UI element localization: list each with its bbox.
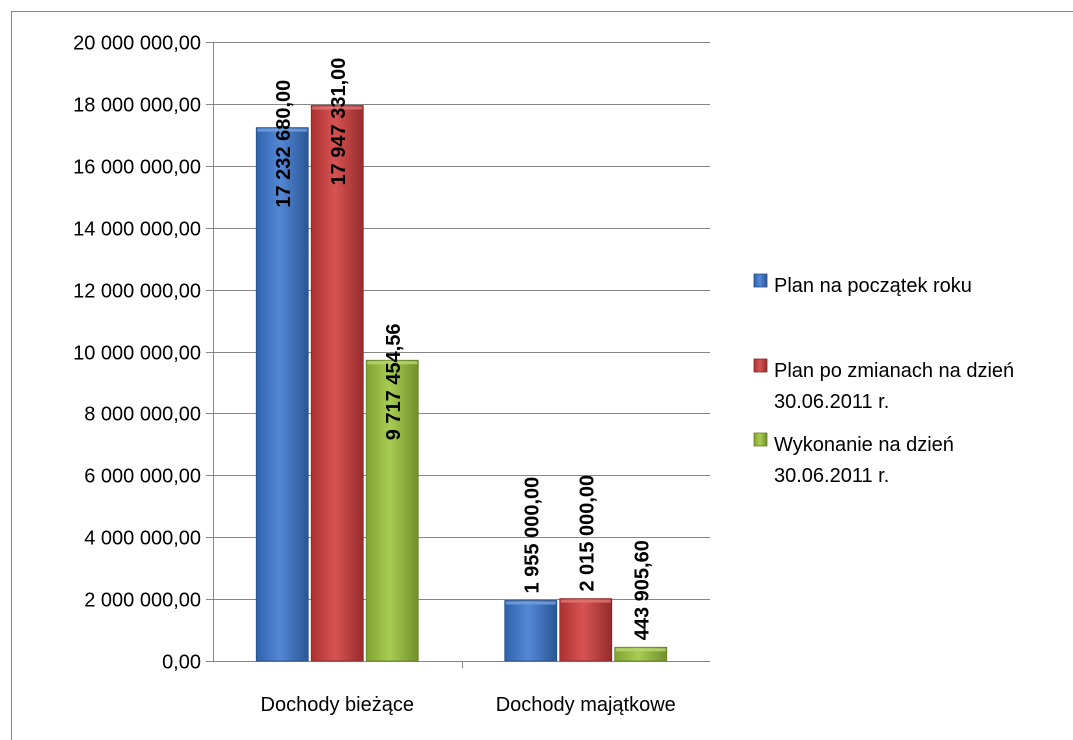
legend-label: Wykonanie na dzień [774,434,954,456]
y-tick-label: 8 000 000,00 [84,404,201,426]
bar [504,600,558,662]
bar-highlight [257,128,308,132]
data-label: 443 905,60 [632,540,654,640]
data-label: 1 955 000,00 [522,477,544,594]
y-tick-label: 2 000 000,00 [84,590,201,612]
bar-highlight [560,599,611,603]
legend-label: 30.06.2011 r. [774,391,889,413]
y-tick-label: 10 000 000,00 [73,343,201,365]
y-tick-label: 18 000 000,00 [73,95,201,117]
bar-highlight [505,601,556,605]
bar [559,598,613,662]
x-tick-label: Dochody majątkowe [496,694,676,716]
bar-highlight [312,106,363,110]
legend-swatch [753,358,768,373]
bar-highlight [367,361,418,365]
legend-label: 30.06.2011 r. [774,465,889,487]
chart-frame [11,11,1073,740]
y-tick-label: 0,00 [162,652,201,674]
y-tick-label: 12 000 000,00 [73,281,201,303]
y-tick-label: 4 000 000,00 [84,528,201,550]
data-label: 2 015 000,00 [577,475,599,592]
bar-highlight [615,648,666,652]
bar [365,359,419,662]
y-tick-label: 6 000 000,00 [84,466,201,488]
y-tick-label: 16 000 000,00 [73,157,201,179]
y-tick-label: 20 000 000,00 [73,33,201,55]
bar [255,127,309,662]
data-label: 17 232 680,00 [273,80,295,208]
legend-swatch [753,273,768,288]
bar [310,105,364,662]
legend-label: Plan na początek roku [774,275,972,297]
data-label: 17 947 331,00 [328,58,350,186]
legend-label: Plan po zmianach na dzień [774,360,1014,382]
data-label: 9 717 454,56 [383,323,405,440]
legend-swatch [753,432,768,447]
x-tick-label: Dochody bieżące [261,694,414,716]
y-tick-label: 14 000 000,00 [73,219,201,241]
